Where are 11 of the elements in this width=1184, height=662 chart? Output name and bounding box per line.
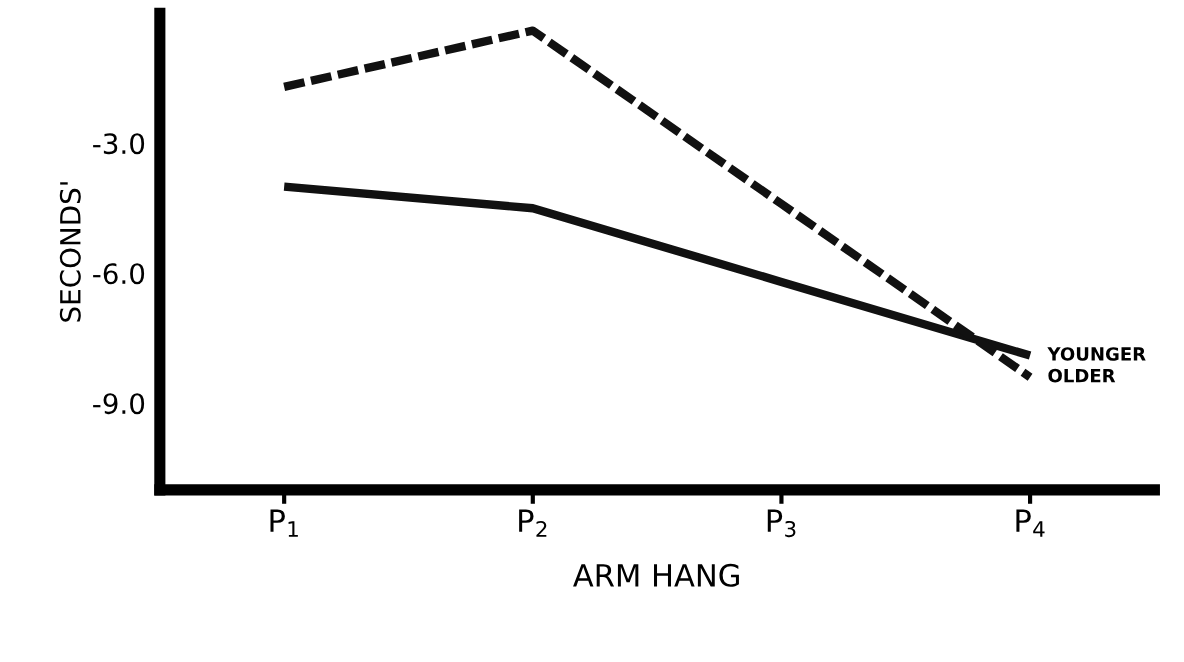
y-tick-label: -6.0 xyxy=(93,263,145,285)
x-axis-title: ARM HANG xyxy=(573,563,739,587)
x-tick-label: P$_{2}$ xyxy=(519,509,547,537)
series-label: OLDER xyxy=(1048,368,1116,383)
x-tick-label: P$_{1}$ xyxy=(270,509,298,537)
y-tick-label: -9.0 xyxy=(93,393,145,415)
x-tick-label: P$_{4}$ xyxy=(1016,509,1045,537)
series-label: YOUNGER xyxy=(1047,347,1146,361)
y-axis-title: SECONDS' xyxy=(59,182,81,322)
y-tick-label: -3.0 xyxy=(93,133,145,155)
x-tick-label: P$_{3}$ xyxy=(767,509,796,538)
